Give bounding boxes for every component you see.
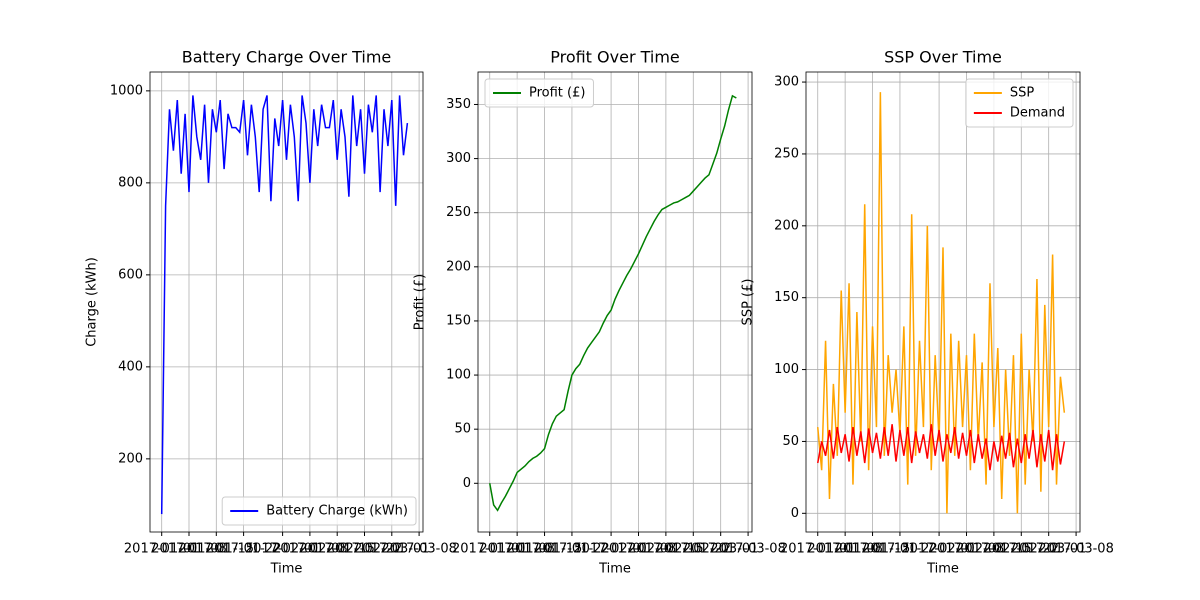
y-tick-label: 100	[446, 368, 471, 383]
legend-label: SSP	[1010, 86, 1035, 101]
chart-title: SSP Over Time	[884, 48, 1002, 67]
y-tick-label: 300	[774, 75, 799, 90]
y-tick-label: 350	[446, 97, 471, 112]
x-tick-label: 2017-02-01	[245, 542, 321, 557]
x-tick-label: 2017-02-22	[984, 542, 1060, 557]
x-tick-label: 2017-01-01	[452, 542, 528, 557]
x-tick-label: 2017-02-01	[901, 542, 977, 557]
legend-frame	[221, 496, 417, 526]
x-tick-label: 2017-03-01	[683, 542, 759, 557]
legend-frame	[965, 78, 1074, 128]
x-tick-label: 2017-01-15	[507, 542, 583, 557]
y-tick-label: 50	[454, 422, 471, 437]
y-tick-label: 0	[791, 506, 799, 521]
x-tick-label: 2017-01-15	[835, 542, 911, 557]
x-axis-label: Time	[926, 562, 959, 577]
legend: Profit (£)	[484, 78, 594, 108]
axes-frame	[149, 71, 424, 533]
legend-label: Profit (£)	[529, 86, 585, 101]
x-tick-label: 2017-03-08	[710, 542, 786, 557]
y-tick-label: 200	[774, 218, 799, 233]
x-tick-label: 2017-02-08	[272, 542, 348, 557]
y-axis-label: Profit (£)	[413, 274, 428, 330]
x-axis-label: Time	[270, 562, 303, 577]
x-tick-label: 2017-02-15	[299, 542, 375, 557]
legend-label: Demand	[1010, 106, 1065, 121]
axes-frame	[805, 71, 1081, 533]
x-tick-label: 2017-01-22	[534, 542, 610, 557]
x-tick-label: 2017-02-22	[327, 542, 403, 557]
data-line	[817, 424, 1066, 471]
x-tick-label: 2017-02-08	[601, 542, 677, 557]
x-tick-label: 2017-03-08	[381, 542, 457, 557]
x-tick-label: 2017-02-15	[956, 542, 1032, 557]
y-tick-label: 150	[446, 313, 471, 328]
y-tick-label: 800	[118, 175, 143, 190]
y-tick-label: 600	[118, 267, 143, 282]
legend: Battery Charge (kWh)	[221, 496, 417, 526]
legend-frame	[484, 78, 594, 108]
axes-frame	[477, 71, 753, 533]
chart-title: Battery Charge Over Time	[182, 48, 392, 67]
y-tick-label: 250	[446, 205, 471, 220]
y-tick-label: 1000	[110, 83, 143, 98]
x-tick-label: 2017-03-01	[1011, 542, 1087, 557]
y-axis-label: Charge (kWh)	[85, 257, 100, 347]
x-tick-label: 2017-01-08	[479, 542, 555, 557]
x-tick-label: 2017-01-22	[862, 542, 938, 557]
data-line	[816, 92, 1066, 514]
chart-title: Profit Over Time	[550, 48, 680, 67]
y-axis-label: SSP (£)	[741, 279, 756, 326]
x-tick-label: 2017-02-01	[573, 542, 649, 557]
y-tick-label: 100	[774, 362, 799, 377]
y-tick-label: 150	[774, 290, 799, 305]
x-tick-label: 2017-01-08	[807, 542, 883, 557]
y-tick-label: 250	[774, 146, 799, 161]
x-tick-label: 2017-03-01	[354, 542, 430, 557]
data-line	[160, 95, 409, 515]
legend: SSP Demand	[965, 78, 1074, 128]
x-axis-label: Time	[598, 562, 631, 577]
y-tick-label: 50	[782, 434, 799, 449]
x-tick-label: 2017-02-15	[628, 542, 704, 557]
x-tick-label: 2017-02-22	[656, 542, 732, 557]
y-tick-label: 300	[446, 151, 471, 166]
y-tick-label: 400	[118, 359, 143, 374]
data-line	[489, 94, 737, 512]
legend-label: Battery Charge (kWh)	[266, 504, 408, 519]
x-tick-label: 2017-01-08	[151, 542, 227, 557]
y-tick-label: 0	[463, 476, 471, 491]
x-tick-label: 2017-01-22	[206, 542, 282, 557]
y-tick-label: 200	[446, 259, 471, 274]
y-tick-label: 200	[118, 451, 143, 466]
x-tick-label: 2017-02-08	[929, 542, 1005, 557]
x-tick-label: 2017-01-01	[780, 542, 856, 557]
x-tick-label: 2017-03-08	[1038, 542, 1114, 557]
x-tick-label: 2017-01-15	[179, 542, 255, 557]
x-tick-label: 2017-01-01	[124, 542, 200, 557]
